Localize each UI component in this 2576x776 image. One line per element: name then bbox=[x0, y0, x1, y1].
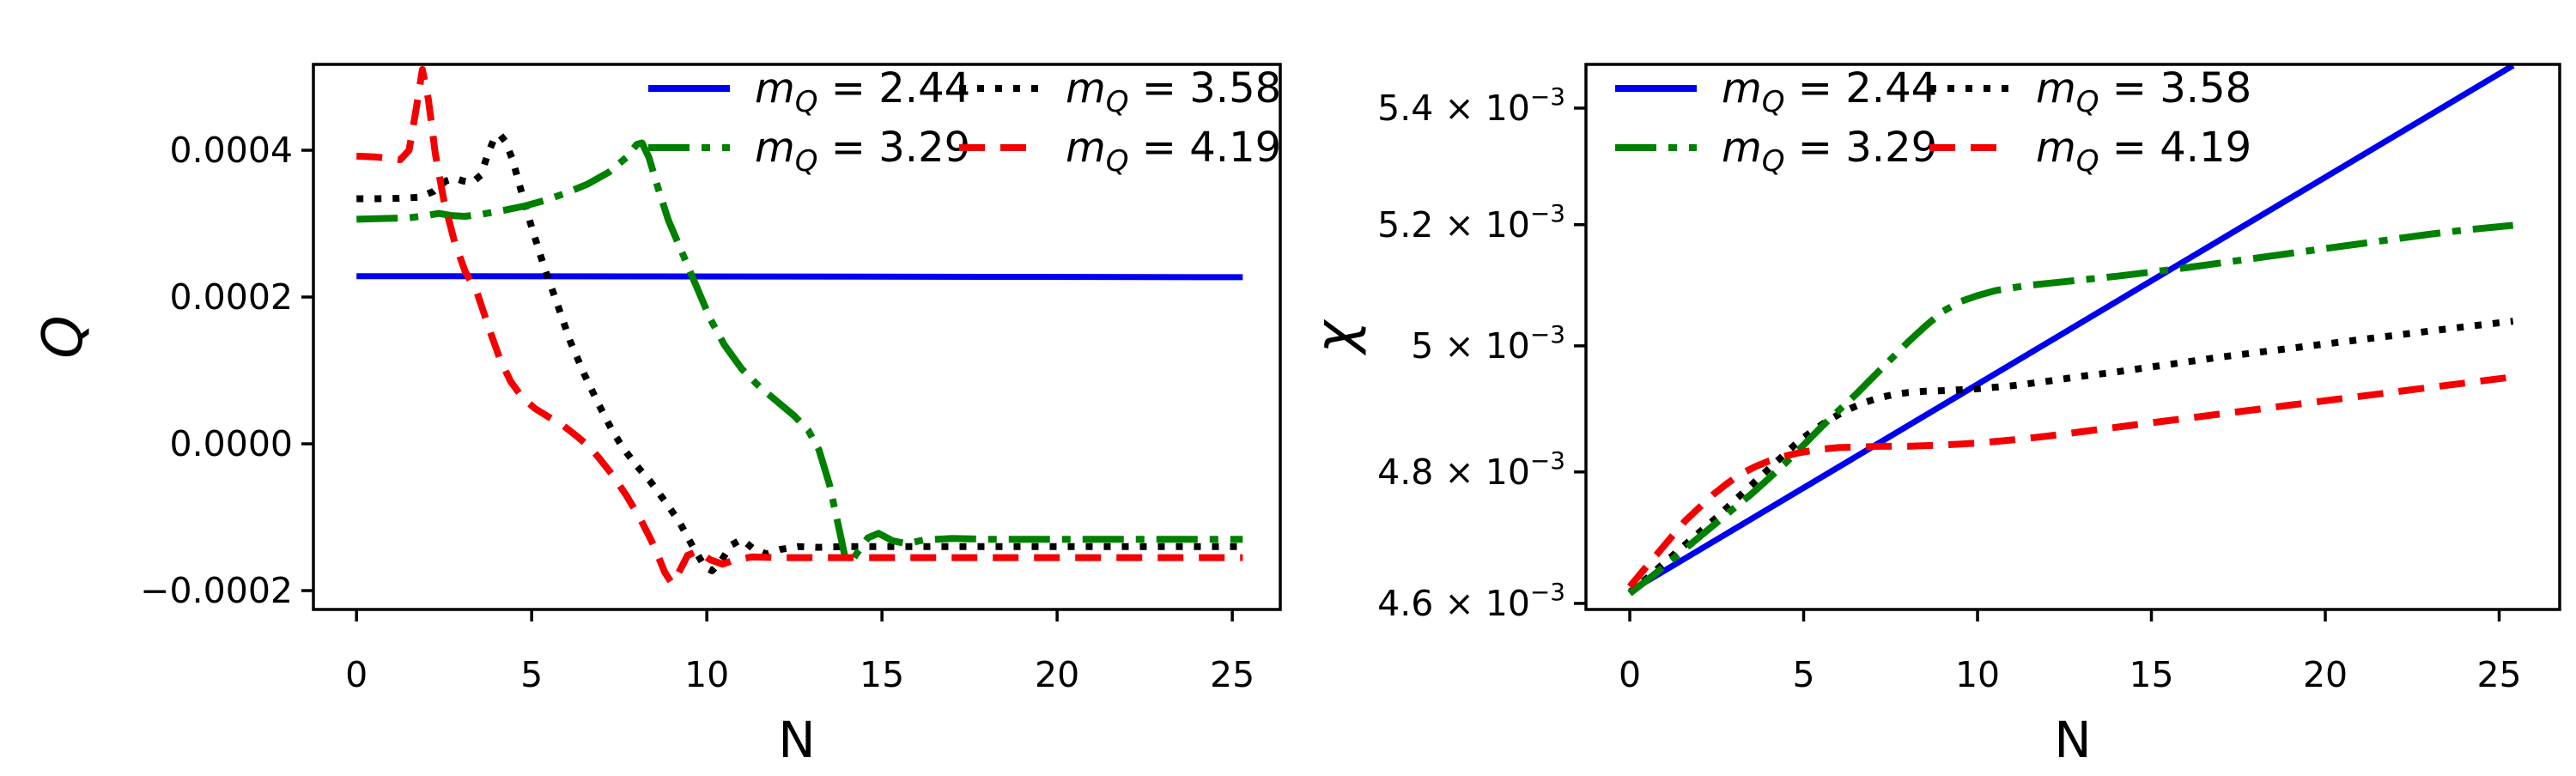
curve-mq-3.29 bbox=[1627, 221, 2514, 597]
x-axis-label: N bbox=[2054, 711, 2091, 769]
x-tick-label: 5 bbox=[520, 654, 543, 695]
curve-mq-3.58 bbox=[1627, 318, 2514, 597]
y-tick-label: 4.6 × 10−3 bbox=[1377, 578, 1565, 624]
y-tick-label: 0.0004 bbox=[170, 130, 293, 171]
legend-label: mQ = 3.58 bbox=[2036, 64, 2251, 119]
legend-label: mQ = 2.44 bbox=[1722, 64, 1937, 119]
curve-mq-2.44 bbox=[1628, 63, 2515, 594]
x-tick-label: 25 bbox=[1210, 654, 1255, 695]
y-tick-label: 0.0002 bbox=[170, 276, 293, 318]
x-tick-label: 10 bbox=[684, 654, 729, 695]
x-tick-label: 25 bbox=[2476, 654, 2521, 695]
x-tick-label: 15 bbox=[860, 654, 904, 695]
x-tick-label: 20 bbox=[1035, 654, 1079, 695]
curve-mq-2.44 bbox=[356, 273, 1243, 281]
y-tick-label: 5.2 × 10−3 bbox=[1377, 199, 1565, 246]
legend-label: mQ = 3.58 bbox=[1066, 64, 1281, 119]
x-tick-label: 5 bbox=[1792, 654, 1814, 695]
x-tick-label: 15 bbox=[2129, 654, 2173, 695]
curve-mq-3.29 bbox=[356, 139, 1243, 567]
panel-χ: 0 5 10 15 20 25 5.4 × 10−3 5.2 × 10−3 5 × 10−3 4.… bbox=[1304, 63, 2561, 769]
x-tick-label: 10 bbox=[1955, 654, 2000, 695]
curve-mq-3.58 bbox=[356, 131, 1243, 574]
legend-item-mq-2.44: mQ = 2.44 bbox=[1615, 64, 1937, 119]
y-tick-label: 5.4 × 10−3 bbox=[1377, 82, 1565, 129]
x-tick-label: 0 bbox=[345, 654, 368, 695]
y-tick-label: 4.8 × 10−3 bbox=[1377, 446, 1565, 493]
legend-item-mq-3.58: mQ = 3.58 bbox=[959, 64, 1281, 119]
curve-mq-4.19 bbox=[1626, 373, 2514, 589]
legend-label: mQ = 2.44 bbox=[755, 64, 970, 119]
axes-spines bbox=[312, 63, 1282, 611]
curve-mq-4.19 bbox=[356, 66, 1243, 587]
y-tick-label: 5 × 10−3 bbox=[1411, 320, 1565, 367]
legend-item-mq-3.29: mQ = 3.29 bbox=[1615, 124, 1937, 179]
legend-item-mq-4.19: mQ = 4.19 bbox=[1929, 124, 2251, 179]
x-axis-label: N bbox=[778, 711, 815, 769]
y-axis-label: χ bbox=[1304, 318, 1368, 355]
panel-Q: 0 5 10 15 20 25 0.0004 0.0002 0.0000 −0.0002 N QmQ … bbox=[32, 63, 1282, 769]
legend-label: mQ = 3.29 bbox=[1722, 124, 1937, 179]
legend-item-mq-4.19: mQ = 4.19 bbox=[959, 124, 1281, 179]
y-tick-label: −0.0002 bbox=[140, 570, 293, 611]
legend-label: mQ = 3.29 bbox=[755, 124, 970, 179]
legend-item-mq-3.29: mQ = 3.29 bbox=[648, 124, 970, 179]
y-tick-label: 0.0000 bbox=[170, 423, 293, 464]
legend-label: mQ = 4.19 bbox=[2036, 124, 2251, 179]
legend-item-mq-2.44: mQ = 2.44 bbox=[648, 64, 970, 119]
x-tick-label: 20 bbox=[2303, 654, 2348, 695]
legend-item-mq-3.58: mQ = 3.58 bbox=[1929, 64, 2251, 119]
legend-label: mQ = 4.19 bbox=[1066, 124, 1281, 179]
x-tick-label: 0 bbox=[1619, 654, 1641, 695]
y-axis-label: Q bbox=[32, 315, 95, 358]
axes-spines bbox=[1584, 63, 2561, 611]
